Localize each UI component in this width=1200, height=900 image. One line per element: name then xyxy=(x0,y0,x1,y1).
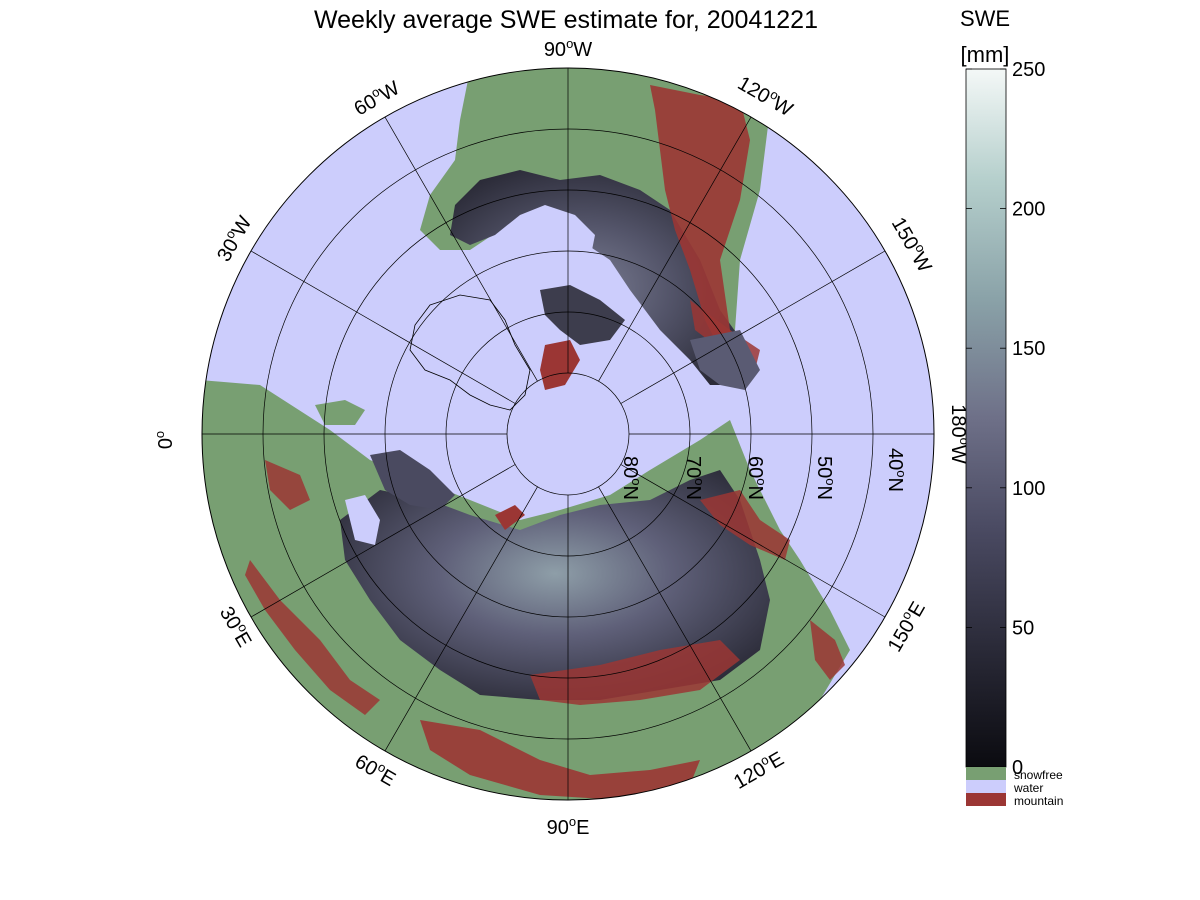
meridian-line xyxy=(620,250,886,404)
meridian-labels: 90oW 120oW 60oW 150oW 30oW 0o 180oW 30oE… xyxy=(152,36,972,839)
mountain-scandinavia xyxy=(265,460,310,510)
legend-label-snowfree: snowfree xyxy=(1014,768,1063,782)
label-180w: 180oW xyxy=(947,404,972,464)
meridian-line xyxy=(250,250,516,404)
label-90w: 90oW xyxy=(544,36,592,61)
colorbar-title-line2: [mm] xyxy=(961,42,1010,67)
label-60n: 60oN xyxy=(744,456,769,500)
arctic-islands xyxy=(540,285,625,345)
colorbar-tick-label: 100 xyxy=(1012,478,1045,500)
colorbar-tick-label: 0 xyxy=(1012,757,1023,779)
colorbar-tick-label: 50 xyxy=(1012,617,1034,639)
label-50n: 50oN xyxy=(813,456,838,500)
legend-swatch-mountain xyxy=(966,793,1006,806)
hudson-bay xyxy=(520,205,595,270)
iceland xyxy=(315,400,365,425)
mountain-kamchatka xyxy=(810,620,845,680)
legend-label-mountain: mountain xyxy=(1014,794,1063,808)
mountain-asia xyxy=(530,640,740,705)
mountain-rockies xyxy=(650,85,750,365)
colorbar-tick-label: 200 xyxy=(1012,199,1045,221)
colorbar-tick-label: 150 xyxy=(1012,338,1045,360)
label-90e: 90oE xyxy=(547,814,590,839)
meridian-line xyxy=(598,116,752,382)
map xyxy=(201,67,935,801)
greenland xyxy=(409,294,531,411)
legend-label-water: water xyxy=(1013,781,1043,795)
mountain-tibet xyxy=(420,720,700,800)
meridians xyxy=(202,68,934,800)
colorbar-ticks: 0 50 100 150 200 250 xyxy=(966,59,1045,779)
label-150w: 150oW xyxy=(887,212,938,276)
colorbar-title-line1: SWE xyxy=(960,6,1010,31)
mountain-europe xyxy=(245,560,380,715)
colorbar: SWE [mm] 0 50 100 150 200 250 snowfree water … xyxy=(960,6,1063,808)
label-70n: 70oN xyxy=(682,456,707,500)
ellesmere-mountain xyxy=(540,340,580,390)
mountain-siberia-east xyxy=(700,490,790,560)
category-legend: snowfree water mountain xyxy=(966,767,1063,808)
legend-swatch-water xyxy=(966,780,1006,793)
landmass-alaska xyxy=(690,330,760,390)
meridian-line xyxy=(598,486,752,752)
novaya-zemlya xyxy=(495,505,525,530)
meridian-line xyxy=(384,116,538,382)
meridian-line xyxy=(384,486,538,752)
legend-swatch-snowfree xyxy=(966,767,1006,780)
scandinavia xyxy=(370,450,455,510)
colorbar-gradient xyxy=(965,68,1007,768)
colorbar-tick-label: 250 xyxy=(1012,59,1045,81)
parallel-labels: 80oN 70oN 60oN 50oN 40oN xyxy=(619,448,909,500)
label-40n: 40oN xyxy=(884,448,909,492)
label-0: 0o xyxy=(152,431,177,449)
baltic-sea xyxy=(345,495,380,545)
landmass-north-america-snow xyxy=(450,170,745,385)
label-80n: 80oN xyxy=(619,456,644,500)
meridian-line xyxy=(620,464,886,618)
meridian-line xyxy=(250,464,516,618)
chart-title: Weekly average SWE estimate for, 2004122… xyxy=(314,6,818,34)
